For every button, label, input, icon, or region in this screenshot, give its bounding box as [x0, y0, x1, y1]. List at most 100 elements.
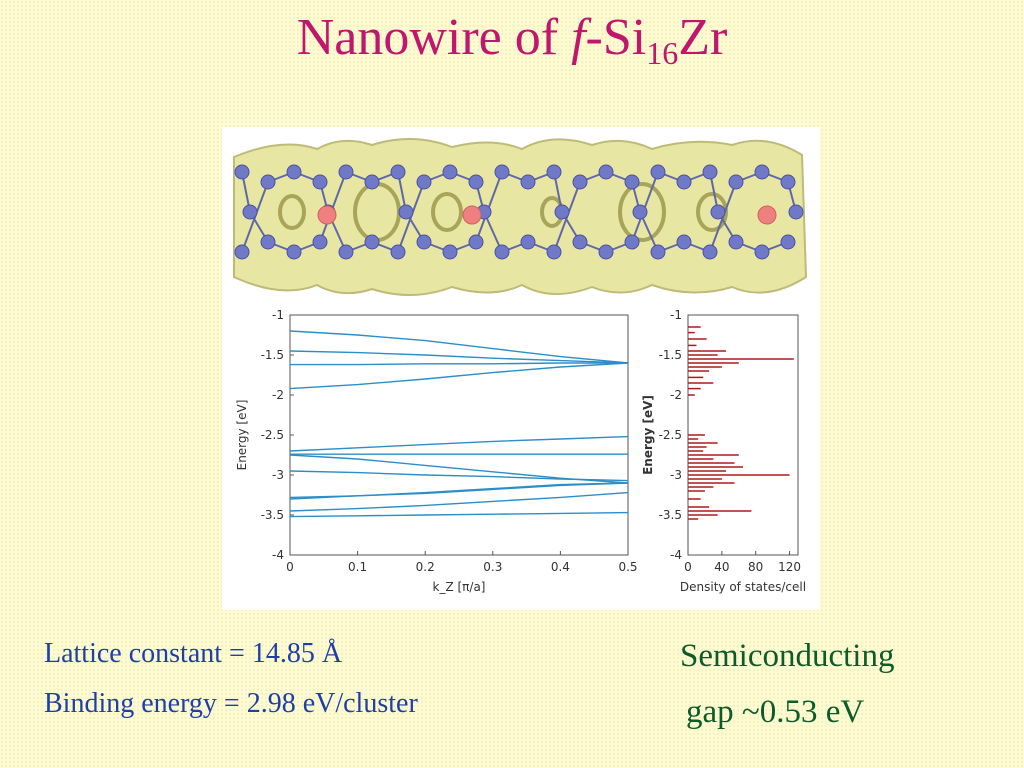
band-line — [289, 435, 629, 452]
si-atom — [780, 174, 796, 190]
si-atom — [598, 164, 614, 180]
si-atom — [398, 204, 414, 220]
si-atom — [416, 234, 432, 250]
y-tick-label: -2.5 — [659, 428, 682, 442]
si-atom — [312, 174, 328, 190]
si-atom — [728, 234, 744, 250]
band-line — [289, 362, 629, 390]
si-atom — [624, 234, 640, 250]
si-atom — [546, 164, 562, 180]
si-atom — [520, 234, 536, 250]
title-prefix: Nanowire of — [296, 9, 572, 66]
si-atom — [676, 174, 692, 190]
x-tick-label: 0.2 — [416, 560, 435, 574]
y-tick-label: -2.5 — [261, 428, 284, 442]
semiconducting-text: Semiconducting — [680, 638, 895, 674]
si-atom — [676, 234, 692, 250]
x-tick-label: 80 — [748, 560, 763, 574]
si-atom — [416, 174, 432, 190]
si-atom — [650, 244, 666, 260]
y-tick-label: -1 — [670, 308, 682, 322]
si-atom — [650, 164, 666, 180]
y-tick-label: -4 — [670, 548, 682, 562]
si-atom — [494, 244, 510, 260]
si-atom — [442, 164, 458, 180]
si-atom — [780, 234, 796, 250]
y-tick-label: -3.5 — [659, 508, 682, 522]
band-line — [289, 470, 629, 482]
si-atom — [364, 234, 380, 250]
title-italic-f: f — [571, 9, 586, 66]
lattice-constant-text: Lattice constant = 14.85 Å — [44, 638, 343, 669]
si-atom — [242, 204, 258, 220]
band-line — [289, 350, 629, 364]
x-axis-label: Density of states/cell — [680, 580, 806, 594]
x-axis-label: k_Z [π/a] — [433, 580, 486, 594]
si-atom — [468, 174, 484, 190]
isosurface-hole — [431, 192, 463, 232]
si-atom — [702, 164, 718, 180]
nanowire-structure-image — [233, 138, 808, 296]
si-atom — [338, 244, 354, 260]
title-subscript: 16 — [646, 35, 679, 71]
x-tick-label: 40 — [714, 560, 729, 574]
si-atom — [338, 164, 354, 180]
isosurface-hole — [696, 192, 728, 232]
si-atom — [632, 204, 648, 220]
title-si: -Si — [585, 9, 647, 66]
isosurface-hole — [618, 182, 666, 242]
si-atom — [754, 244, 770, 260]
si-atom — [728, 174, 744, 190]
si-atom — [286, 244, 302, 260]
zr-atom — [317, 205, 337, 225]
y-tick-label: -4 — [272, 548, 284, 562]
x-tick-label: 0.5 — [618, 560, 637, 574]
si-atom — [702, 244, 718, 260]
y-tick-label: -3 — [272, 468, 284, 482]
si-atom — [312, 234, 328, 250]
si-atom — [788, 204, 804, 220]
si-atom — [364, 174, 380, 190]
si-atom — [710, 204, 726, 220]
dos-chart: 0 40 80 120 -1 -1.5 -2 -2.5 -3 -3.5 -4 Density of s… — [641, 308, 806, 594]
si-atom — [754, 164, 770, 180]
zr-atom — [462, 205, 482, 225]
si-atom — [390, 164, 406, 180]
si-atom — [468, 234, 484, 250]
si-atom — [554, 204, 570, 220]
gap-text: gap ~0.53 eV — [686, 694, 865, 730]
isosurface-hole — [278, 194, 306, 230]
si-atom — [520, 174, 536, 190]
y-tick-label: -1 — [272, 308, 284, 322]
y-axis-label: Energy [eV] — [235, 400, 249, 471]
si-atom — [390, 244, 406, 260]
band-line — [289, 330, 629, 364]
si-atom — [572, 174, 588, 190]
title-zr: Zr — [678, 9, 728, 66]
x-tick-label: 0 — [286, 560, 294, 574]
y-tick-label: -1.5 — [261, 348, 284, 362]
y-tick-label: -3 — [670, 468, 682, 482]
band-line — [289, 482, 629, 499]
x-tick-label: 0.3 — [483, 560, 502, 574]
y-tick-label: -3.5 — [261, 508, 284, 522]
si-atom — [260, 234, 276, 250]
x-tick-label: 120 — [778, 560, 801, 574]
si-atom — [494, 164, 510, 180]
band-line — [290, 362, 628, 366]
y-tick-label: -1.5 — [659, 348, 682, 362]
y-tick-label: -2 — [670, 388, 682, 402]
x-tick-label: 0.1 — [348, 560, 367, 574]
plot-frame — [289, 314, 629, 556]
figure-panel: 0 0.1 0.2 0.3 0.4 0.5 -1 -1.5 -2 -2.5 -3 -3.5 -4 k_Z … — [222, 127, 820, 610]
y-axis-label: Energy [eV] — [641, 395, 655, 475]
si-atom — [234, 164, 250, 180]
x-tick-label: 0.4 — [551, 560, 570, 574]
si-atom — [546, 244, 562, 260]
si-atom — [234, 244, 250, 260]
band-line — [289, 491, 629, 512]
x-tick-label: 0 — [684, 560, 692, 574]
band-line — [289, 511, 629, 518]
band-structure-chart: 0 0.1 0.2 0.3 0.4 0.5 -1 -1.5 -2 -2.5 -3 -3.5 -4 k_Z … — [235, 308, 638, 594]
slide-title: Nanowire of f-Si16Zr — [0, 8, 1024, 72]
